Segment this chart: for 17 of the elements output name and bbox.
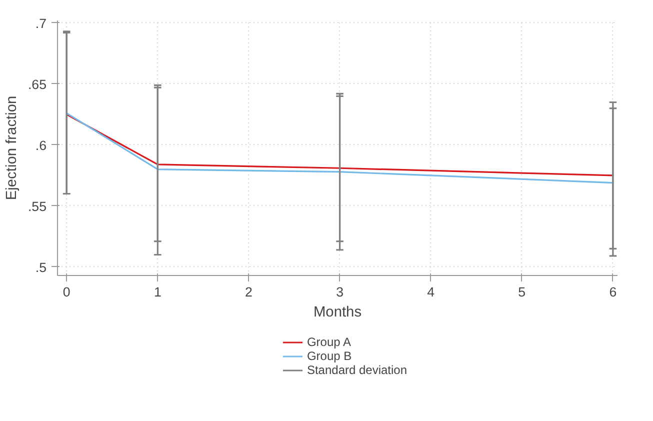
x-axis-title: Months: [313, 304, 362, 320]
text: Standard deviation: [306, 363, 408, 377]
legend-label: Group B: [306, 349, 352, 363]
legend-label: Group A: [306, 335, 351, 349]
x-tick-label: 1: [154, 284, 162, 300]
y-tick-label: .7: [35, 16, 47, 31]
x-tick-label: 5: [518, 284, 526, 300]
y-tick-label: .6: [35, 138, 47, 153]
x-tick-label: 2: [245, 284, 252, 300]
y-tick-label: .55: [28, 198, 47, 214]
y-tick-label: .5: [35, 260, 47, 275]
x-tick-label: 3: [336, 284, 344, 300]
y-tick-label: .65: [28, 76, 47, 92]
y-axis-title: Ejection fraction: [4, 96, 20, 200]
x-tick-label: 0: [62, 284, 70, 300]
x-tick-label: 4: [427, 284, 436, 300]
x-tick-label: 6: [609, 284, 617, 300]
